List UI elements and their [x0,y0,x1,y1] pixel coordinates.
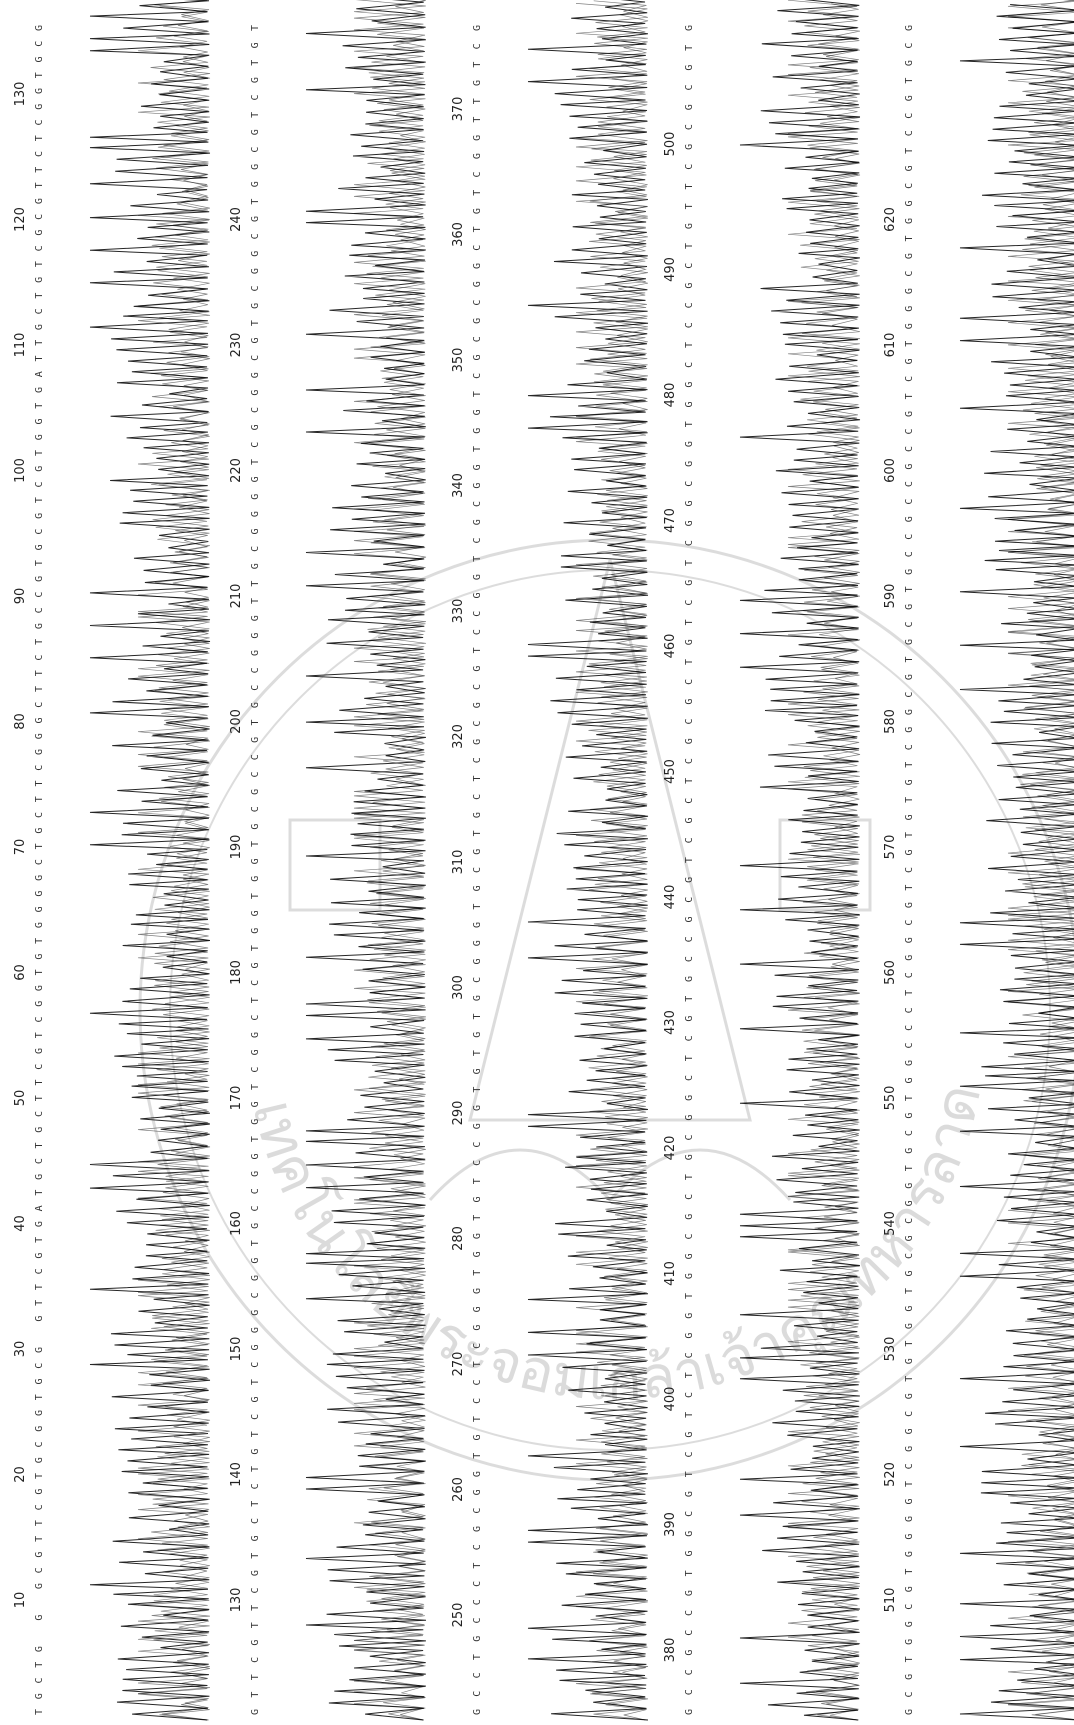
position-label: 10 [13,1592,28,1609]
position-label: 510 [883,1588,898,1613]
position-label: 290 [451,1101,466,1126]
position-label: 130 [13,82,28,107]
position-label: 430 [663,1010,678,1035]
position-label: 120 [13,207,28,232]
position-label: 200 [229,709,244,734]
position-label: 530 [883,1337,898,1362]
trace [788,4,860,1720]
position-label: 410 [663,1261,678,1286]
position-label: 140 [229,1462,244,1487]
strip: 130 140 150 160 170 180 190 200 210 220 230 240 GTTC… [229,0,426,1720]
position-label: 500 [663,132,678,157]
position-label: 340 [451,473,466,498]
position-label: 240 [229,207,244,232]
position-label: 20 [13,1466,28,1483]
position-label: 610 [883,333,898,358]
strip: 380 390 400 410 420 430 440 450 460 470 480 490 500 G… [663,0,860,1720]
position-label: 320 [451,724,466,749]
position-label: 70 [13,839,28,856]
position-label: 550 [883,1086,898,1111]
strip: 510 520 530 540 550 560 570 580 590 600 610 620 GCGT… [883,0,1074,1720]
sequence: GCCGCCGTGGCGTCGTCTCGGTGGCGCTGCGGCTCGTGCC… [684,25,695,1715]
position-label: 80 [13,713,28,730]
position-label: 580 [883,709,898,734]
position-label: 600 [883,458,898,483]
position-label: 480 [663,383,678,408]
position-label: 420 [663,1136,678,1161]
sequence: TGCTG G GCGTTCGTGCGGTGCG GTTCGTGATGCTGCT… [34,25,45,1715]
position-label: 40 [13,1215,28,1232]
trace [1008,0,1074,1720]
trace [1008,0,1074,1720]
sequence: GTTCGTTCGTGCTCTGTCGTCGGGCGGTGCCGGTGGTCGG… [250,25,261,1715]
position-label: 310 [451,850,466,875]
position-label: 450 [663,759,678,784]
position-label: 50 [13,1090,28,1107]
position-label: 360 [451,222,466,247]
strip: 10 20 30 40 50 60 70 80 90 100 110 120 130 TGCTG G GC… [13,0,210,1720]
position-label: 90 [13,588,28,605]
position-label: 490 [663,257,678,282]
position-label: 30 [13,1341,28,1358]
position-label: 150 [229,1337,244,1362]
position-label: 380 [663,1638,678,1663]
position-label: 230 [229,333,244,358]
position-label: 540 [883,1211,898,1236]
position-label: 590 [883,584,898,609]
position-label: 190 [229,835,244,860]
position-label: 170 [229,1086,244,1111]
position-label: 460 [663,634,678,659]
position-label: 440 [663,885,678,910]
position-label: 220 [229,458,244,483]
page: สถาบันเทคโนโลยีพระจอมเกล้าเจ้าคุณทหารลาด… [0,0,1074,1725]
position-label: 160 [229,1211,244,1236]
watermark-seal [140,540,1074,1480]
position-label: 350 [451,348,466,373]
sequence: GCGTGGCGTGGGGTCGGCGTGTGGTGCGCGGTGCGTGGCC… [904,25,915,1715]
trace [306,0,426,1720]
position-label: 210 [229,584,244,609]
position-label: 620 [883,207,898,232]
position-label: 390 [663,1512,678,1537]
position-label: 60 [13,964,28,981]
position-label: 250 [451,1603,466,1628]
position-label: 560 [883,960,898,985]
position-label: 280 [451,1226,466,1251]
position-label: 260 [451,1477,466,1502]
chromatogram: สถาบันเทคโนโลยีพระจอมเกล้าเจ้าคุณทหารลาด… [0,0,1074,1725]
position-label: 570 [883,835,898,860]
position-label: 270 [451,1352,466,1377]
position-label: 370 [451,97,466,122]
position-label: 470 [663,508,678,533]
position-label: 330 [451,599,466,624]
position-label: 180 [229,960,244,985]
position-label: 300 [451,975,466,1000]
position-label: 100 [13,458,28,483]
position-label: 110 [13,333,28,358]
position-label: 130 [229,1588,244,1613]
position-label: 520 [883,1462,898,1487]
position-label: 400 [663,1387,678,1412]
